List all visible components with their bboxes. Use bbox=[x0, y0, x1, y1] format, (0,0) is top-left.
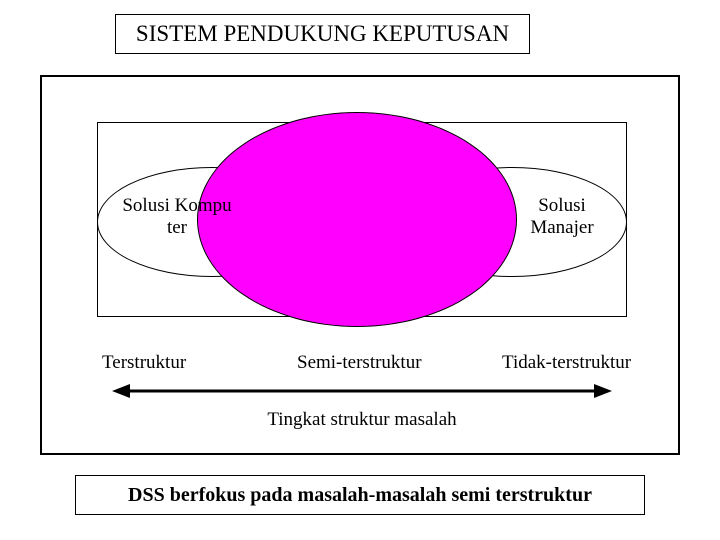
footer-text: DSS berfokus pada masalah-masalah semi t… bbox=[128, 484, 592, 507]
ellipse-right-label: SolusiManajer bbox=[512, 195, 612, 239]
ellipse-left-label: Solusi Komputer bbox=[112, 195, 242, 239]
category-unstructured: Tidak-terstruktur bbox=[502, 352, 631, 374]
category-row: Terstruktur Semi-terstruktur Tidak-terst… bbox=[42, 352, 682, 377]
category-semi: Semi-terstruktur bbox=[297, 352, 422, 374]
category-structured: Terstruktur bbox=[102, 352, 186, 374]
axis-label: Tingkat struktur masalah bbox=[42, 409, 682, 431]
page-title: SISTEM PENDUKUNG KEPUTUSAN bbox=[136, 21, 509, 47]
outer-frame: Solusi Komputer SolusiManajer Terstruktu… bbox=[40, 75, 680, 455]
title-box: SISTEM PENDUKUNG KEPUTUSAN bbox=[115, 14, 530, 54]
ellipse-center bbox=[197, 112, 517, 327]
footer-box: DSS berfokus pada masalah-masalah semi t… bbox=[75, 475, 645, 515]
